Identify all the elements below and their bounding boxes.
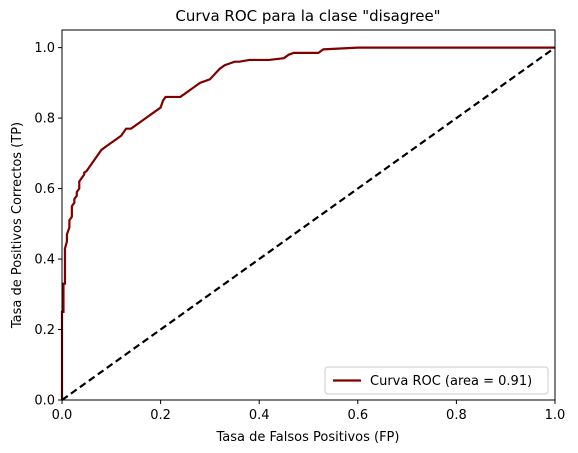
x-tick-label: 0.6 bbox=[347, 408, 368, 423]
y-tick-label: 0.0 bbox=[34, 394, 55, 409]
legend-box bbox=[324, 366, 549, 395]
y-tick-label: 0.4 bbox=[34, 253, 55, 268]
x-tick-label: 0.4 bbox=[249, 408, 270, 423]
x-tick-label: 1.0 bbox=[545, 408, 566, 423]
roc-curve-line bbox=[60, 46, 555, 400]
x-tick-label: 0.2 bbox=[150, 408, 171, 423]
legend: Curva ROC (area = 0.91) bbox=[324, 366, 549, 395]
plot-area bbox=[60, 46, 556, 401]
axes-frame bbox=[61, 29, 556, 401]
legend-label: Curva ROC (area = 0.91) bbox=[370, 374, 532, 389]
y-axis-label: Tasa de Positivos Correctos (TP) bbox=[10, 122, 25, 329]
x-axis-label: Tasa de Falsos Positivos (FP) bbox=[216, 430, 400, 445]
chart-title: Curva ROC para la clase "disagree" bbox=[175, 7, 440, 25]
y-tick-label: 0.6 bbox=[34, 182, 55, 197]
y-tick-label: 0.2 bbox=[34, 323, 55, 338]
x-tick-label: 0.8 bbox=[446, 408, 467, 423]
diagonal-reference-line bbox=[61, 46, 556, 401]
x-tick-label: 0.0 bbox=[52, 408, 73, 423]
y-tick-label: 0.8 bbox=[34, 112, 55, 127]
axis-ticks: 0.0 0.2 0.4 0.6 0.8 1.0 0.0 0.2 0.4 0.6 0.8 1.0 bbox=[34, 29, 566, 423]
y-tick-label: 1.0 bbox=[34, 41, 55, 56]
